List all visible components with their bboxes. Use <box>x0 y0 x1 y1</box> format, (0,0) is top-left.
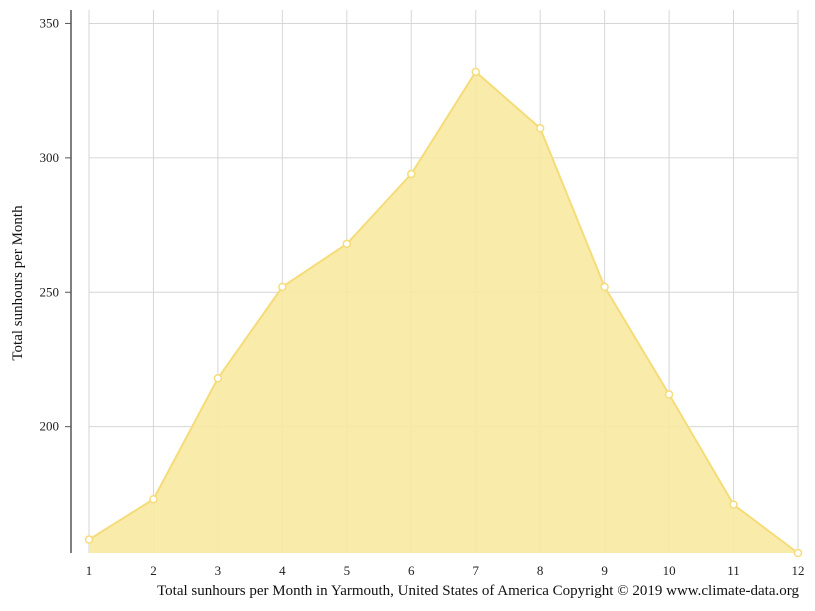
x-tick-label: 8 <box>537 563 544 578</box>
x-tick-label: 3 <box>215 563 222 578</box>
axes <box>65 10 72 553</box>
data-point <box>278 282 287 292</box>
y-tick-label: 250 <box>40 284 60 299</box>
y-tick-label: 300 <box>40 150 60 165</box>
data-point <box>471 67 480 77</box>
x-tick-label: 11 <box>727 563 740 578</box>
data-point <box>729 500 738 509</box>
x-tick-label: 7 <box>472 563 479 578</box>
area-series <box>88 70 799 554</box>
data-point <box>664 390 674 399</box>
data-point <box>149 494 158 504</box>
data-point <box>600 282 609 292</box>
data-point <box>213 374 223 383</box>
x-tick-label: 5 <box>344 563 351 578</box>
x-tick-label: 2 <box>150 563 157 578</box>
y-axis-label: Total sunhours per Month <box>10 205 26 361</box>
data-markers <box>84 67 803 558</box>
data-point <box>84 535 94 544</box>
y-tick-label: 350 <box>40 15 60 30</box>
area-fill <box>89 71 798 554</box>
data-point <box>342 239 352 249</box>
chart-caption: Total sunhours per Month in Yarmouth, Un… <box>157 583 799 599</box>
x-tick-label: 6 <box>408 563 415 578</box>
x-tick-label: 1 <box>86 563 93 578</box>
x-tick-label: 10 <box>663 563 676 578</box>
data-point <box>407 169 416 179</box>
x-tick-label: 4 <box>279 563 286 578</box>
y-tick-label: 200 <box>40 419 60 434</box>
x-tick-label: 12 <box>792 563 805 578</box>
x-tick-label: 9 <box>601 563 608 578</box>
series-line <box>88 70 799 554</box>
data-point <box>793 548 803 558</box>
data-point <box>535 124 545 133</box>
